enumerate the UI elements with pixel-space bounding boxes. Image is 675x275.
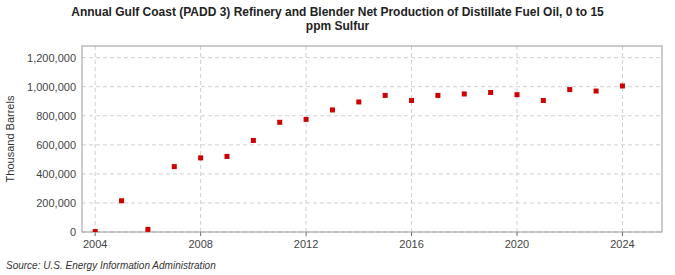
point — [145, 227, 150, 232]
point — [541, 98, 546, 103]
x-grid-line — [306, 46, 307, 232]
x-tick-label: 2004 — [83, 238, 107, 250]
x-tick-label: 2020 — [505, 238, 529, 250]
point — [383, 93, 388, 98]
point — [462, 91, 467, 96]
source: Source: U.S. Energy Information Administ… — [6, 260, 216, 271]
point — [119, 198, 124, 203]
x-grid-line — [411, 46, 412, 232]
x-grid-line — [200, 46, 201, 232]
point — [251, 138, 256, 143]
x-grid-line — [622, 46, 623, 232]
data-points — [93, 83, 625, 232]
x-tick-label: 2024 — [610, 238, 634, 250]
x-grid-line — [517, 46, 518, 232]
x-tick-label: 2012 — [294, 238, 318, 250]
point — [594, 89, 599, 94]
x-tick-mark — [95, 232, 96, 236]
y-tick-label: 1,200,000 — [27, 52, 76, 64]
chart-container: Annual Gulf Coast (PADD 3) Refinery and … — [0, 0, 675, 275]
x-tick-mark — [200, 232, 201, 236]
y-tick-label: 800,000 — [36, 110, 76, 122]
point — [435, 93, 440, 98]
y-grid-line — [82, 173, 662, 174]
point — [515, 92, 520, 97]
y-tick-label: 1,000,000 — [27, 81, 76, 93]
point — [198, 155, 203, 160]
point — [409, 98, 414, 103]
point — [304, 117, 309, 122]
x-grid-line — [95, 46, 96, 232]
y-grid-line — [82, 115, 662, 116]
x-tick-mark — [622, 232, 623, 236]
x-tick-label: 2016 — [399, 238, 423, 250]
point — [172, 164, 177, 169]
x-tick-mark — [517, 232, 518, 236]
grid — [82, 46, 662, 232]
y-grid-line — [82, 86, 662, 87]
axes: 0 200,000 400,000 600,000 800,000 1,000,000 1,… — [27, 46, 662, 250]
y-grid-line — [82, 57, 662, 58]
x-tick-mark — [411, 232, 412, 236]
x-tick-label: 2008 — [188, 238, 212, 250]
y-tick-label: 600,000 — [36, 139, 76, 151]
y-grid-line — [82, 144, 662, 145]
point — [330, 107, 335, 112]
point — [93, 229, 98, 232]
point — [620, 83, 625, 88]
point — [356, 99, 361, 104]
title-line: ppm Sulfur — [306, 19, 370, 33]
y-tick-label: 400,000 — [36, 168, 76, 180]
point — [277, 120, 282, 125]
point — [567, 87, 572, 92]
title-line: Annual Gulf Coast (PADD 3) Refinery and … — [71, 5, 604, 19]
plot-frame — [82, 46, 662, 232]
x-tick-mark — [306, 232, 307, 236]
point — [225, 154, 230, 159]
y-grid-line — [82, 202, 662, 203]
title: Annual Gulf Coast (PADD 3) Refinery and … — [71, 5, 604, 33]
y-tick-label: 200,000 — [36, 197, 76, 209]
chart-svg: Annual Gulf Coast (PADD 3) Refinery and … — [0, 0, 675, 275]
y-tick-label: 0 — [70, 226, 76, 238]
y-axis-label: Thousand Barrels — [4, 95, 16, 182]
point — [488, 90, 493, 95]
